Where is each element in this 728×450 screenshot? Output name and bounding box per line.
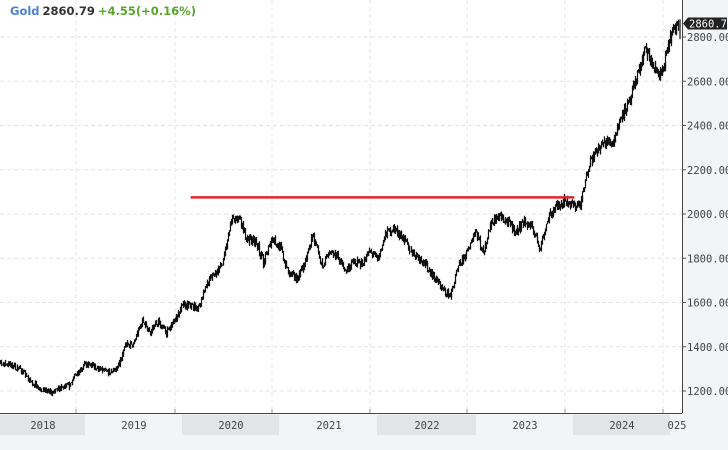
y-tick-label: 1600.00 bbox=[687, 298, 728, 310]
year-band bbox=[182, 415, 279, 435]
year-band bbox=[0, 415, 85, 435]
x-tick-label: 2020 bbox=[218, 420, 243, 432]
x-tick-label: 2019 bbox=[121, 420, 146, 432]
year-band bbox=[573, 415, 670, 435]
y-tick-label: 1200.00 bbox=[687, 386, 728, 398]
price-bars bbox=[0, 19, 681, 397]
x-tick-label: 2024 bbox=[609, 420, 634, 432]
x-tick-label: 2018 bbox=[30, 420, 55, 432]
x-tick-label: 2023 bbox=[512, 420, 537, 432]
last-price-marker bbox=[683, 17, 727, 30]
chart-header: Gold 2860.79 +4.55(+0.16%) bbox=[10, 4, 196, 18]
year-band bbox=[377, 415, 476, 435]
x-tick-label: 2022 bbox=[414, 420, 439, 432]
y-tick-label: 2400.00 bbox=[687, 121, 728, 133]
y-tick-label: 1400.00 bbox=[687, 342, 728, 354]
y-tick-label: 2200.00 bbox=[687, 165, 728, 177]
y-tick-label: 2000.00 bbox=[687, 209, 728, 221]
price-change: +4.55(+0.16%) bbox=[97, 4, 196, 18]
symbol-name: Gold bbox=[10, 4, 40, 18]
y-tick-label: 1800.00 bbox=[687, 253, 728, 265]
y-tick-label: 2800.00 bbox=[687, 32, 728, 44]
y-tick-label: 2600.00 bbox=[687, 76, 728, 88]
last-price: 2860.79 bbox=[42, 4, 95, 18]
x-tick-label: 2021 bbox=[316, 420, 341, 432]
x-tick-label: 025 bbox=[668, 420, 687, 432]
last-price-label: 2860.79 bbox=[689, 19, 728, 31]
